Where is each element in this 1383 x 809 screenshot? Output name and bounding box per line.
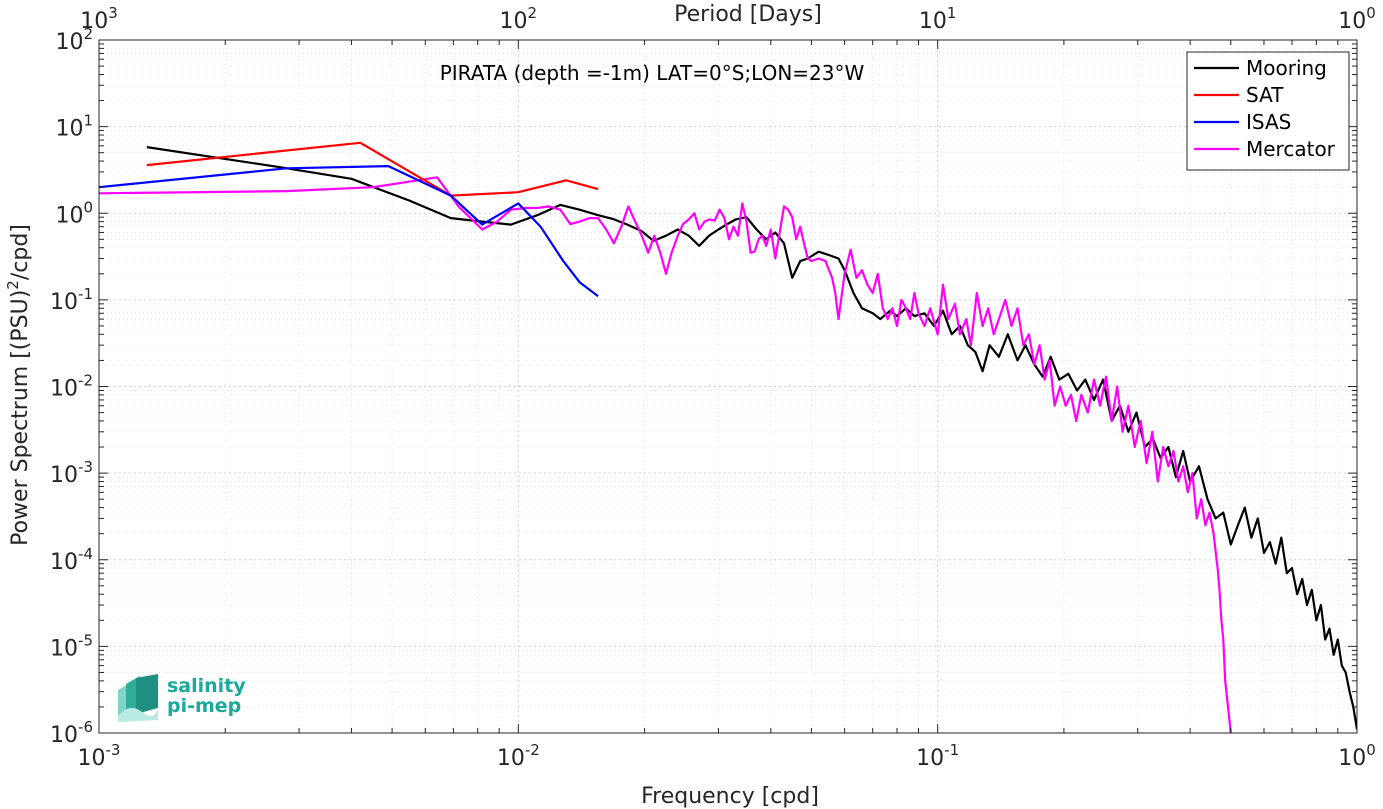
series-line-isas [99, 165, 599, 298]
y-tick-label: 10-2 [50, 372, 93, 402]
legend-label-mooring: Mooring [1246, 56, 1327, 80]
salinity-pimep-logo: salinity pi-mep [118, 674, 246, 722]
legend-label-mercator: Mercator [1246, 137, 1336, 161]
chart-title: PIRATA (depth =-1m) LAT=0°S;LON=23°W [440, 61, 865, 85]
y-tick-label: 10-1 [50, 285, 93, 315]
y-axis-label-main: Power Spectrum [(PSU) [8, 290, 33, 546]
x-tick-label: 100 [1338, 741, 1376, 771]
series-line-mooring [146, 146, 1357, 730]
series-line-mercator [99, 176, 1232, 733]
legend: Mooring SAT ISAS Mercator [1186, 51, 1350, 171]
y-tick-label: 100 [55, 198, 93, 228]
top-axis-label: Period [Days] [674, 2, 822, 27]
series-layer [99, 141, 1357, 733]
y-axis-label-sup: 2 [4, 280, 22, 290]
logo-icon [118, 674, 158, 722]
x-tick-label: 10-3 [78, 741, 121, 771]
legend-box [1186, 51, 1350, 171]
x-tick-label: 10-1 [916, 741, 959, 771]
top-tick-label: 103 [80, 4, 118, 34]
logo-line2: pi-mep [167, 695, 241, 717]
y-tick-label: 101 [55, 112, 93, 142]
major-grid [99, 40, 1357, 733]
y-tick-label: 10-6 [50, 718, 93, 748]
y-tick-label: 10-4 [50, 545, 93, 575]
y-axis-label: Power Spectrum [(PSU)2/cpd] [4, 224, 33, 546]
x-axis-label: Frequency [cpd] [641, 784, 819, 809]
top-tick-label: 101 [919, 4, 957, 34]
series-line-sat [146, 141, 599, 197]
y-tick-label: 102 [55, 25, 93, 55]
minor-grid [99, 40, 1357, 733]
legend-label-isas: ISAS [1246, 110, 1291, 134]
x-tick-label: 10-2 [497, 741, 540, 771]
y-axis-label-tail: /cpd] [8, 224, 33, 280]
top-tick-label: 100 [1338, 4, 1376, 34]
logo-line1: salinity [167, 675, 246, 697]
plot-area [99, 40, 1357, 733]
y-tick-label: 10-3 [50, 458, 93, 488]
legend-label-sat: SAT [1246, 83, 1284, 107]
y-tick-label: 10-5 [50, 631, 93, 661]
top-tick-label: 102 [500, 4, 538, 34]
axis-ticks [98, 39, 1358, 734]
